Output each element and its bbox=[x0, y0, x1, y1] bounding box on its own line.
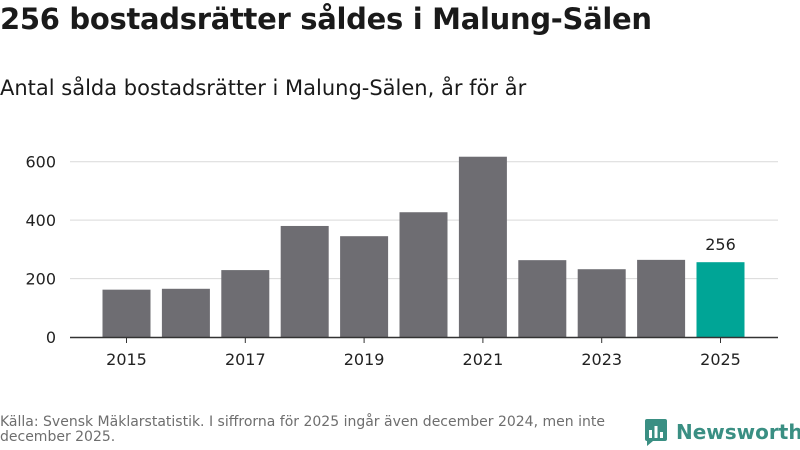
bar bbox=[340, 236, 389, 337]
bar bbox=[518, 260, 567, 337]
y-tick-label: 200 bbox=[25, 270, 56, 289]
y-tick-label: 0 bbox=[46, 328, 56, 347]
bar bbox=[458, 156, 507, 337]
x-tick-label: 2015 bbox=[106, 350, 147, 369]
x-tick-label: 2021 bbox=[463, 350, 504, 369]
bar bbox=[399, 212, 448, 337]
bar bbox=[221, 270, 270, 337]
bar-chart: 0 200 400 600 2015 2017 2019 2021 2023 2025 256 bbox=[25, 153, 778, 369]
bar bbox=[577, 269, 626, 337]
y-tick-label: 400 bbox=[25, 211, 56, 230]
bars bbox=[102, 156, 745, 337]
x-axis: 2015 2017 2019 2021 2023 2025 bbox=[70, 336, 778, 369]
bar bbox=[696, 262, 745, 337]
y-axis-labels: 0 200 400 600 bbox=[25, 153, 56, 347]
data-labels: 256 bbox=[705, 235, 736, 254]
chart-subtitle: Antal sålda bostadsrätter i Malung-Sälen… bbox=[0, 76, 527, 100]
x-tick-label: 2023 bbox=[581, 350, 622, 369]
bar bbox=[280, 225, 329, 337]
x-tick-label: 2025 bbox=[700, 350, 741, 369]
source-note: Källa: Svensk Mäklarstatistik. I siffror… bbox=[0, 414, 605, 445]
newsworthy-logo: Newsworthy bbox=[644, 418, 800, 446]
x-tick-label: 2019 bbox=[344, 350, 385, 369]
bar bbox=[161, 288, 210, 337]
bar bbox=[637, 259, 686, 337]
chart-title: 256 bostadsrätter såldes i Malung-Sälen bbox=[0, 2, 652, 36]
bar-chart-logo-icon bbox=[645, 419, 667, 446]
brand-name: Newsworthy bbox=[676, 420, 800, 444]
y-tick-label: 600 bbox=[25, 153, 56, 172]
bar bbox=[102, 289, 151, 337]
x-tick-label: 2017 bbox=[225, 350, 266, 369]
data-label: 256 bbox=[705, 235, 736, 254]
